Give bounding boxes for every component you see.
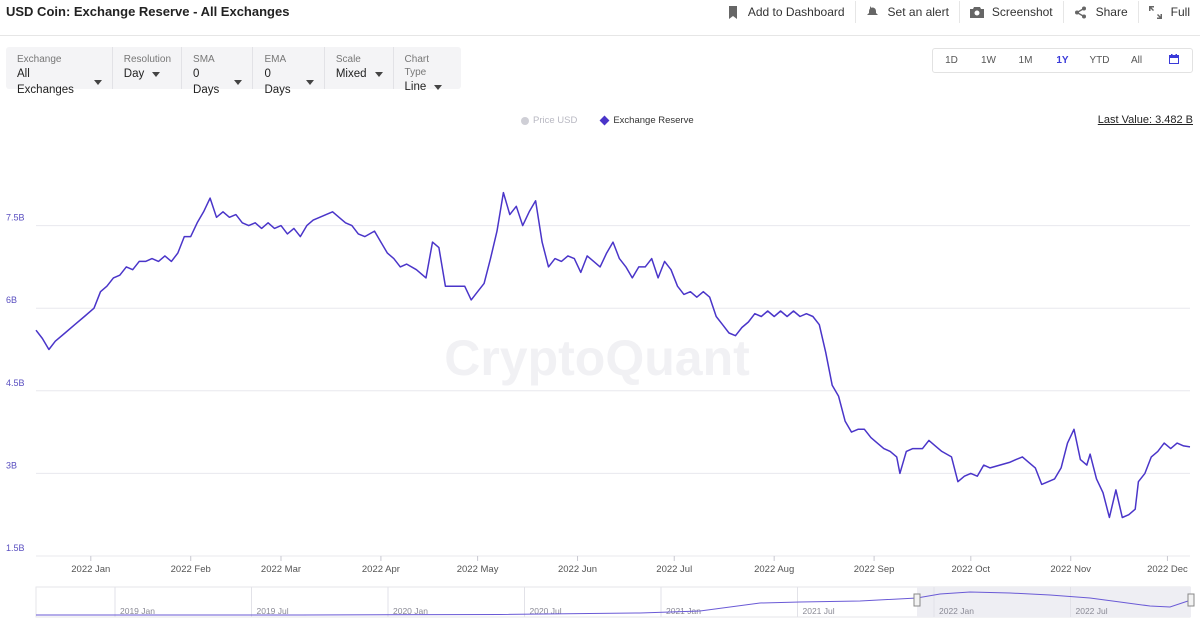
range-ytd-button[interactable]: YTD bbox=[1089, 55, 1110, 66]
navigator-tick-label: 2020 Jan bbox=[393, 606, 428, 616]
range-1m-button[interactable]: 1M bbox=[1018, 55, 1033, 66]
navigator-tick-label: 2022 Jul bbox=[1076, 606, 1108, 616]
scale-value: Mixed bbox=[335, 68, 367, 80]
sma-select[interactable]: SMA 0 Days bbox=[182, 47, 254, 96]
fullscreen-label: Full bbox=[1170, 5, 1190, 19]
navigator-tick-label: 2022 Jan bbox=[939, 606, 974, 616]
caret-down-icon bbox=[434, 84, 443, 90]
camera-icon bbox=[969, 5, 984, 19]
resolution-value: Day bbox=[123, 68, 145, 80]
navigator-handle bbox=[1187, 593, 1195, 607]
x-tick-label: 2022 Oct bbox=[952, 564, 991, 575]
set-alert-button[interactable]: Set an alert bbox=[854, 1, 959, 23]
legend-price-usd[interactable]: Price USD bbox=[521, 115, 577, 126]
calendar-button[interactable] bbox=[1155, 54, 1192, 67]
y-tick-label: 7.5B bbox=[6, 213, 25, 223]
range-1y-button[interactable]: 1Y bbox=[1056, 55, 1069, 66]
exchange-label: Exchange bbox=[17, 54, 62, 65]
share-icon bbox=[1074, 5, 1088, 19]
scale-label: Scale bbox=[335, 54, 361, 65]
expand-icon bbox=[1149, 5, 1163, 19]
resolution-select[interactable]: Resolution Day bbox=[113, 47, 183, 89]
navigator-series-line bbox=[36, 591, 1192, 616]
scale-select[interactable]: Scale Mixed bbox=[325, 47, 394, 89]
legend-price-label: Price USD bbox=[533, 115, 578, 126]
x-tick-label: 2022 Jul bbox=[656, 564, 692, 575]
chart-header: USD Coin: Exchange Reserve - All Exchang… bbox=[0, 0, 1200, 36]
legend-exchange-reserve[interactable]: Exchange Reserve bbox=[599, 115, 694, 126]
screenshot-button[interactable]: Screenshot bbox=[958, 1, 1063, 23]
time-range-selector: 1D 1W 1M 1Y YTD All bbox=[932, 48, 1193, 73]
chart-controls: Exchange All Exchanges Resolution Day SM… bbox=[6, 47, 461, 96]
add-to-dashboard-label: Add to Dashboard bbox=[747, 5, 845, 19]
x-tick-label: 2022 Jun bbox=[558, 564, 597, 575]
watermark: CryptoQuant bbox=[444, 330, 750, 386]
legend-reserve-label: Exchange Reserve bbox=[613, 115, 694, 126]
chart-legend: Price USD Exchange Reserve bbox=[521, 115, 718, 126]
sma-label: SMA bbox=[193, 54, 215, 65]
share-button[interactable]: Share bbox=[1062, 1, 1138, 23]
caret-down-icon bbox=[305, 79, 314, 85]
navigator-tick-label: 2020 Jul bbox=[530, 606, 562, 616]
chart-type-select[interactable]: Chart Type Line bbox=[394, 47, 461, 93]
y-tick-label: 4.5B bbox=[6, 378, 25, 388]
y-tick-label: 1.5B bbox=[6, 543, 25, 553]
ema-label: EMA bbox=[264, 54, 287, 65]
range-all-button[interactable]: All bbox=[1130, 55, 1143, 66]
add-to-dashboard-button[interactable]: Add to Dashboard bbox=[716, 1, 855, 23]
series-line-exchange-reserve bbox=[35, 191, 1191, 519]
header-actions: Add to Dashboard Set an alert Screenshot… bbox=[716, 0, 1200, 24]
page-title: USD Coin: Exchange Reserve - All Exchang… bbox=[6, 4, 290, 19]
x-tick-label: 2022 Jan bbox=[71, 564, 110, 575]
x-tick-label: 2022 Sep bbox=[854, 564, 895, 575]
ema-value: 0 Days bbox=[264, 68, 291, 96]
navigator-tick-label: 2021 Jul bbox=[803, 606, 835, 616]
caret-down-icon bbox=[152, 71, 161, 77]
x-tick-label: 2022 May bbox=[457, 564, 499, 575]
set-alert-label: Set an alert bbox=[887, 5, 949, 19]
calendar-icon bbox=[1168, 54, 1179, 64]
ema-select[interactable]: EMA 0 Days bbox=[253, 47, 325, 96]
screenshot-label: Screenshot bbox=[991, 5, 1053, 19]
exchange-select[interactable]: Exchange All Exchanges bbox=[6, 47, 113, 96]
y-tick-label: 3B bbox=[6, 460, 17, 470]
navigator-tick-label: 2019 Jul bbox=[257, 606, 289, 616]
bell-icon bbox=[866, 5, 880, 19]
resolution-label: Resolution bbox=[123, 54, 172, 65]
x-tick-label: 2022 Feb bbox=[171, 564, 211, 575]
caret-down-icon bbox=[234, 79, 243, 85]
fullscreen-button[interactable]: Full bbox=[1137, 1, 1200, 23]
bookmark-icon bbox=[726, 5, 740, 19]
navigator-tick-label: 2021 Jan bbox=[666, 606, 701, 616]
x-tick-label: 2022 Nov bbox=[1050, 564, 1091, 575]
exchange-value: All Exchanges bbox=[17, 68, 74, 96]
chart-type-value: Line bbox=[404, 81, 427, 93]
legend-circle-icon bbox=[521, 116, 529, 125]
x-tick-label: 2022 Dec bbox=[1147, 564, 1188, 575]
y-tick-label: 6B bbox=[6, 295, 17, 305]
chart-type-label: Chart Type bbox=[404, 54, 429, 78]
caret-down-icon bbox=[374, 71, 383, 77]
share-label: Share bbox=[1095, 5, 1128, 19]
last-value: Last Value: 3.482 B bbox=[1097, 114, 1193, 126]
navigator-handle bbox=[913, 593, 921, 607]
range-1d-button[interactable]: 1D bbox=[945, 55, 958, 66]
x-tick-label: 2022 Aug bbox=[754, 564, 794, 575]
caret-down-icon bbox=[93, 79, 102, 85]
sma-value: 0 Days bbox=[193, 68, 220, 96]
x-tick-label: 2022 Apr bbox=[362, 564, 400, 575]
navigator-tick-label: 2019 Jan bbox=[120, 606, 155, 616]
range-1w-button[interactable]: 1W bbox=[981, 55, 996, 66]
x-tick-label: 2022 Mar bbox=[261, 564, 301, 575]
